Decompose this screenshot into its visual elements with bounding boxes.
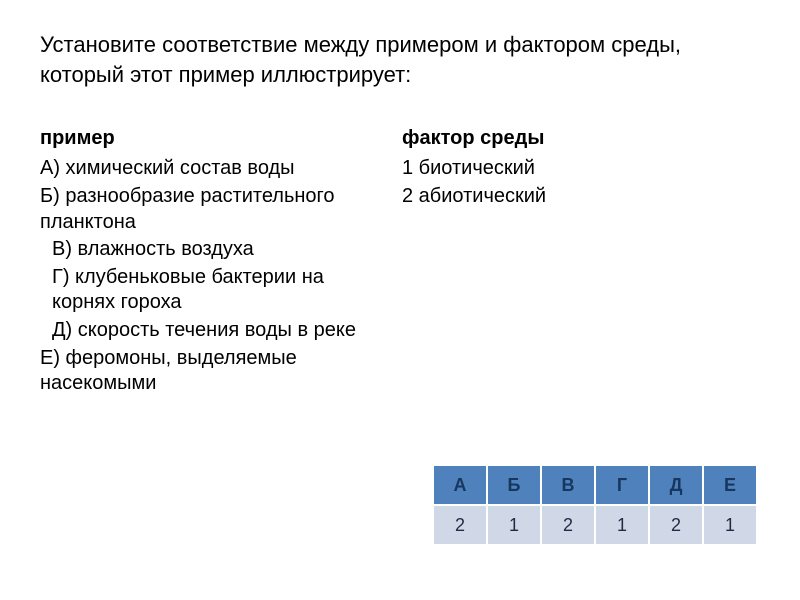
answer-value-cell: 1 [595, 505, 649, 545]
answer-value-row: 212121 [433, 505, 757, 545]
left-header: пример [40, 127, 370, 150]
right-column: фактор среды 1 биотический2 абиотический [402, 127, 722, 398]
example-item: Е) феромоны, выделяемые насекомыми [40, 346, 370, 397]
answer-value-cell: 1 [703, 505, 757, 545]
answer-value-cell: 2 [541, 505, 595, 545]
answer-header-row: АБВГДЕ [433, 465, 757, 505]
example-item: Д) скорость течения воды в реке [40, 318, 370, 344]
answer-value-cell: 2 [433, 505, 487, 545]
example-item: Б) разнообразие растительного планктона [40, 184, 370, 235]
task-title: Установите соответствие между примером и… [40, 30, 760, 89]
example-item: В) влажность воздуха [40, 237, 370, 263]
left-items: А) химический состав водыБ) разнообразие… [40, 156, 370, 396]
answer-value-cell: 2 [649, 505, 703, 545]
example-item: А) химический состав воды [40, 156, 370, 182]
left-column: пример А) химический состав водыБ) разно… [40, 127, 370, 398]
content-columns: пример А) химический состав водыБ) разно… [40, 127, 760, 398]
factor-item: 2 абиотический [402, 184, 722, 210]
answer-header-cell: Г [595, 465, 649, 505]
answer-header-cell: В [541, 465, 595, 505]
answer-header-cell: А [433, 465, 487, 505]
answer-header-cell: Б [487, 465, 541, 505]
right-header: фактор среды [402, 127, 722, 150]
factor-item: 1 биотический [402, 156, 722, 182]
answer-table: АБВГДЕ 212121 [432, 464, 758, 546]
right-items: 1 биотический2 абиотический [402, 156, 722, 209]
answer-header-cell: Е [703, 465, 757, 505]
answer-value-cell: 1 [487, 505, 541, 545]
example-item: Г) клубеньковые бактерии на корнях горох… [40, 265, 370, 316]
answer-header-cell: Д [649, 465, 703, 505]
